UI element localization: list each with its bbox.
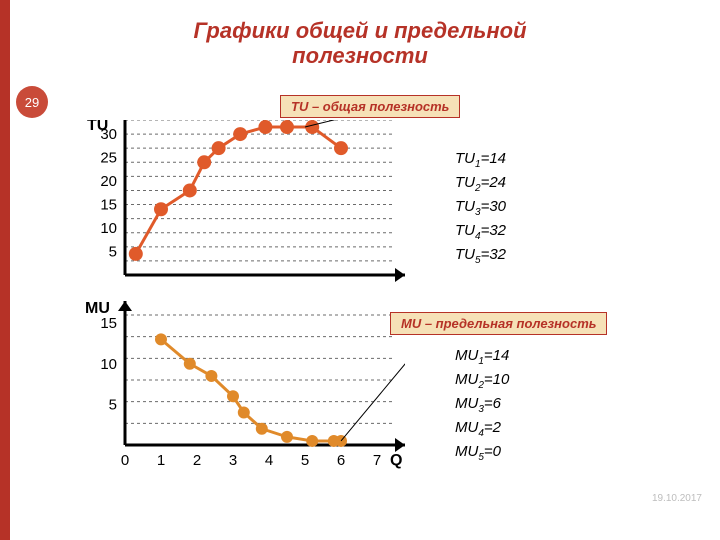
svg-text:10: 10 [100,220,117,237]
slide-title: Графики общей и предельной полезности [0,18,720,69]
svg-text:1: 1 [157,452,165,469]
page-number: 29 [25,95,39,110]
value-line: TU4=32 [455,220,506,244]
svg-text:2: 2 [193,452,201,469]
value-line: MU1=14 [455,345,509,369]
page-number-badge: 29 [16,86,48,118]
legend-mu: MU – предельная полезность [390,312,607,335]
svg-text:6: 6 [337,452,345,469]
value-line: TU5=32 [455,244,506,268]
svg-text:TU: TU [87,120,108,134]
svg-text:5: 5 [301,452,309,469]
svg-text:5: 5 [109,244,117,261]
value-line: MU3=6 [455,393,509,417]
svg-text:20: 20 [100,173,117,190]
slide-date: 19.10.2017 [652,493,702,504]
svg-text:Q: Q [390,452,402,469]
legend-mu-text: MU – предельная полезность [401,316,596,331]
value-line: TU2=24 [455,172,506,196]
legend-tu-text: TU – общая полезность [291,99,449,114]
tu-values-list: TU1=14TU2=24TU3=30TU4=32TU5=32 [455,148,506,268]
svg-text:4: 4 [265,452,273,469]
value-line: MU4=2 [455,417,509,441]
value-line: MU2=10 [455,369,509,393]
svg-text:3: 3 [229,452,237,469]
legend-tu: TU – общая полезность [280,95,460,118]
chart-svg: 510152025305101501234567TUMUQ [70,120,405,520]
svg-text:25: 25 [100,150,117,167]
svg-text:0: 0 [121,452,129,469]
svg-text:5: 5 [109,396,117,413]
accent-bar [0,0,10,540]
title-line2: полезности [292,43,428,68]
charts: 510152025305101501234567TUMUQ [70,120,405,520]
svg-text:10: 10 [100,356,117,373]
svg-text:15: 15 [100,197,117,214]
svg-text:15: 15 [100,315,117,332]
title-line1: Графики общей и предельной [193,18,526,43]
value-line: TU3=30 [455,196,506,220]
value-line: TU1=14 [455,148,506,172]
value-line: MU5=0 [455,441,509,465]
mu-values-list: MU1=14MU2=10MU3=6MU4=2MU5=0 [455,345,509,465]
svg-text:MU: MU [85,300,110,317]
svg-text:7: 7 [373,452,381,469]
